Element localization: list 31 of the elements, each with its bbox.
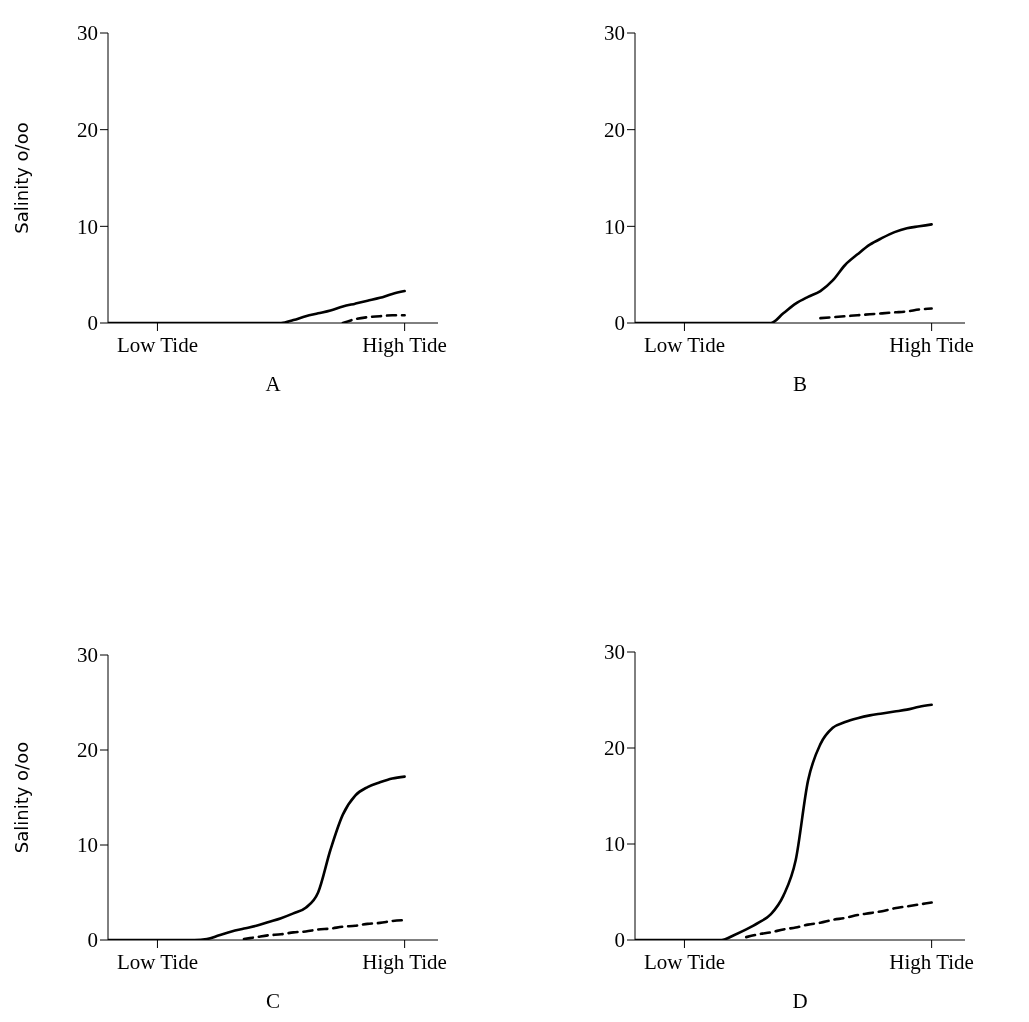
x-tick-label: Low Tide [643, 949, 725, 974]
x-axis-title: B [792, 372, 808, 396]
y-tick-label: 0 [614, 311, 625, 336]
x-axis-title: A [265, 372, 282, 396]
y-axis-title: Salinity o/oo [11, 122, 33, 234]
x-tick-label: High Tide [889, 949, 974, 974]
x-axis-title: D [792, 989, 808, 1013]
y-tick-label: 0 [614, 928, 625, 953]
y-tick-label: 20 [604, 736, 625, 761]
y-tick-label: 10 [77, 833, 98, 858]
y-tick-label: 20 [77, 738, 98, 763]
line-series [819, 307, 933, 320]
y-tick-label: 30 [77, 643, 98, 668]
y-tick-label: 30 [604, 640, 625, 665]
x-tick-label: High Tide [889, 332, 974, 357]
x-axis-title: C [265, 989, 281, 1013]
y-tick-label: 0 [87, 311, 98, 336]
y-tick-label: 10 [604, 832, 625, 857]
x-tick-label: Low Tide [643, 332, 725, 357]
x-tick-label: Low Tide [116, 949, 198, 974]
y-tick-label: 0 [87, 928, 98, 953]
y-tick-label: 30 [604, 21, 625, 46]
x-tick-label: High Tide [362, 949, 447, 974]
y-axis-title: Salinity o/oo [11, 741, 33, 854]
y-tick-label: 20 [604, 118, 625, 143]
x-tick-label: High Tide [362, 332, 447, 357]
y-tick-label: 20 [77, 118, 98, 143]
y-tick-label: 10 [604, 214, 625, 239]
x-tick-label: Low Tide [116, 332, 198, 357]
y-tick-label: 30 [77, 21, 98, 46]
y-tick-label: 10 [77, 214, 98, 239]
